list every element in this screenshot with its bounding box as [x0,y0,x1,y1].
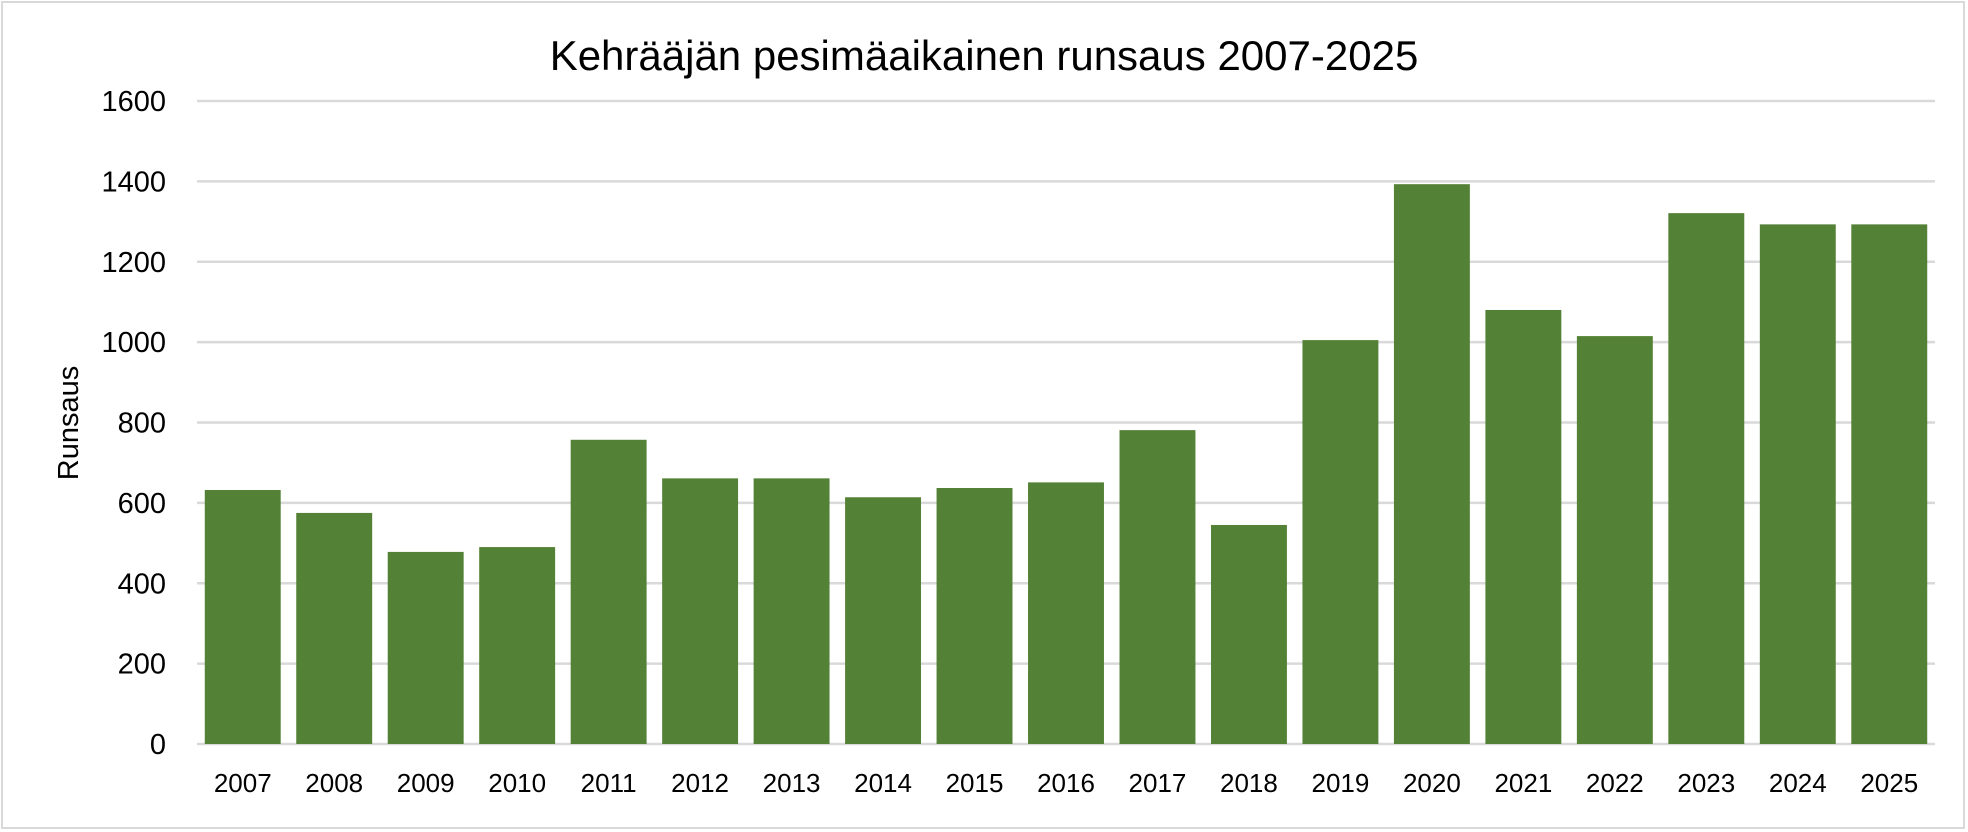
bar-2017 [1119,430,1196,744]
x-tick-label: 2024 [1769,768,1827,798]
bar-2025 [1851,224,1928,745]
x-tick-label: 2021 [1494,768,1552,798]
y-tick-label: 1200 [101,247,166,279]
bar-2010 [479,547,556,744]
x-tick-label: 2020 [1403,768,1461,798]
y-tick-label: 1600 [101,86,166,118]
x-tick-label: 2016 [1037,768,1095,798]
bar-2013 [753,478,830,744]
bar-2011 [570,439,647,744]
bar-2021 [1485,309,1562,744]
x-tick-label: 2010 [488,768,546,798]
y-axis-label: Runsaus [53,366,85,480]
bar-2014 [845,497,922,744]
y-tick-label: 1000 [101,327,166,359]
chart-title: Kehrääjän pesimäaikainen runsaus 2007-20… [550,32,1419,79]
x-tick-label: 2022 [1586,768,1644,798]
y-tick-label: 400 [118,568,166,600]
bar-2015 [936,488,1013,744]
bar-2020 [1393,184,1470,745]
bar-2016 [1028,482,1104,744]
x-tick-label: 2014 [854,768,912,798]
x-tick-label: 2015 [946,768,1004,798]
y-tick-label: 600 [118,488,166,520]
x-tick-label: 2011 [581,768,637,798]
x-tick-label: 2019 [1311,768,1369,798]
y-tick-label: 800 [118,408,166,440]
bar-2007 [204,490,281,744]
x-tick-label: 2008 [305,768,363,798]
x-tick-label: 2018 [1220,768,1278,798]
x-axis-ticks: 2007 2008 2009 2010 2011 2012 2013 2014 2015 2016… [214,768,1918,798]
bar-2012 [662,478,739,744]
x-tick-label: 2025 [1860,768,1918,798]
y-tick-label: 200 [118,649,166,681]
bar-2018 [1210,524,1287,744]
x-tick-label: 2013 [763,768,821,798]
bar-2019 [1302,340,1379,744]
bar-2022 [1576,336,1653,744]
bars [204,184,1928,745]
x-tick-label: 2009 [397,768,455,798]
x-tick-label: 2012 [671,768,729,798]
y-tick-label: 1400 [101,166,166,198]
y-axis-ticks: 0 200 400 600 800 1000 1200 1400 1600 [101,86,166,761]
y-tick-label: 0 [150,729,166,761]
x-tick-label: 2023 [1677,768,1735,798]
bar-2023 [1668,213,1745,745]
x-tick-label: 2007 [214,768,272,798]
x-tick-label: 2017 [1129,768,1187,798]
bar-2008 [296,512,373,744]
bar-2024 [1759,224,1836,745]
bar-2009 [387,551,464,744]
